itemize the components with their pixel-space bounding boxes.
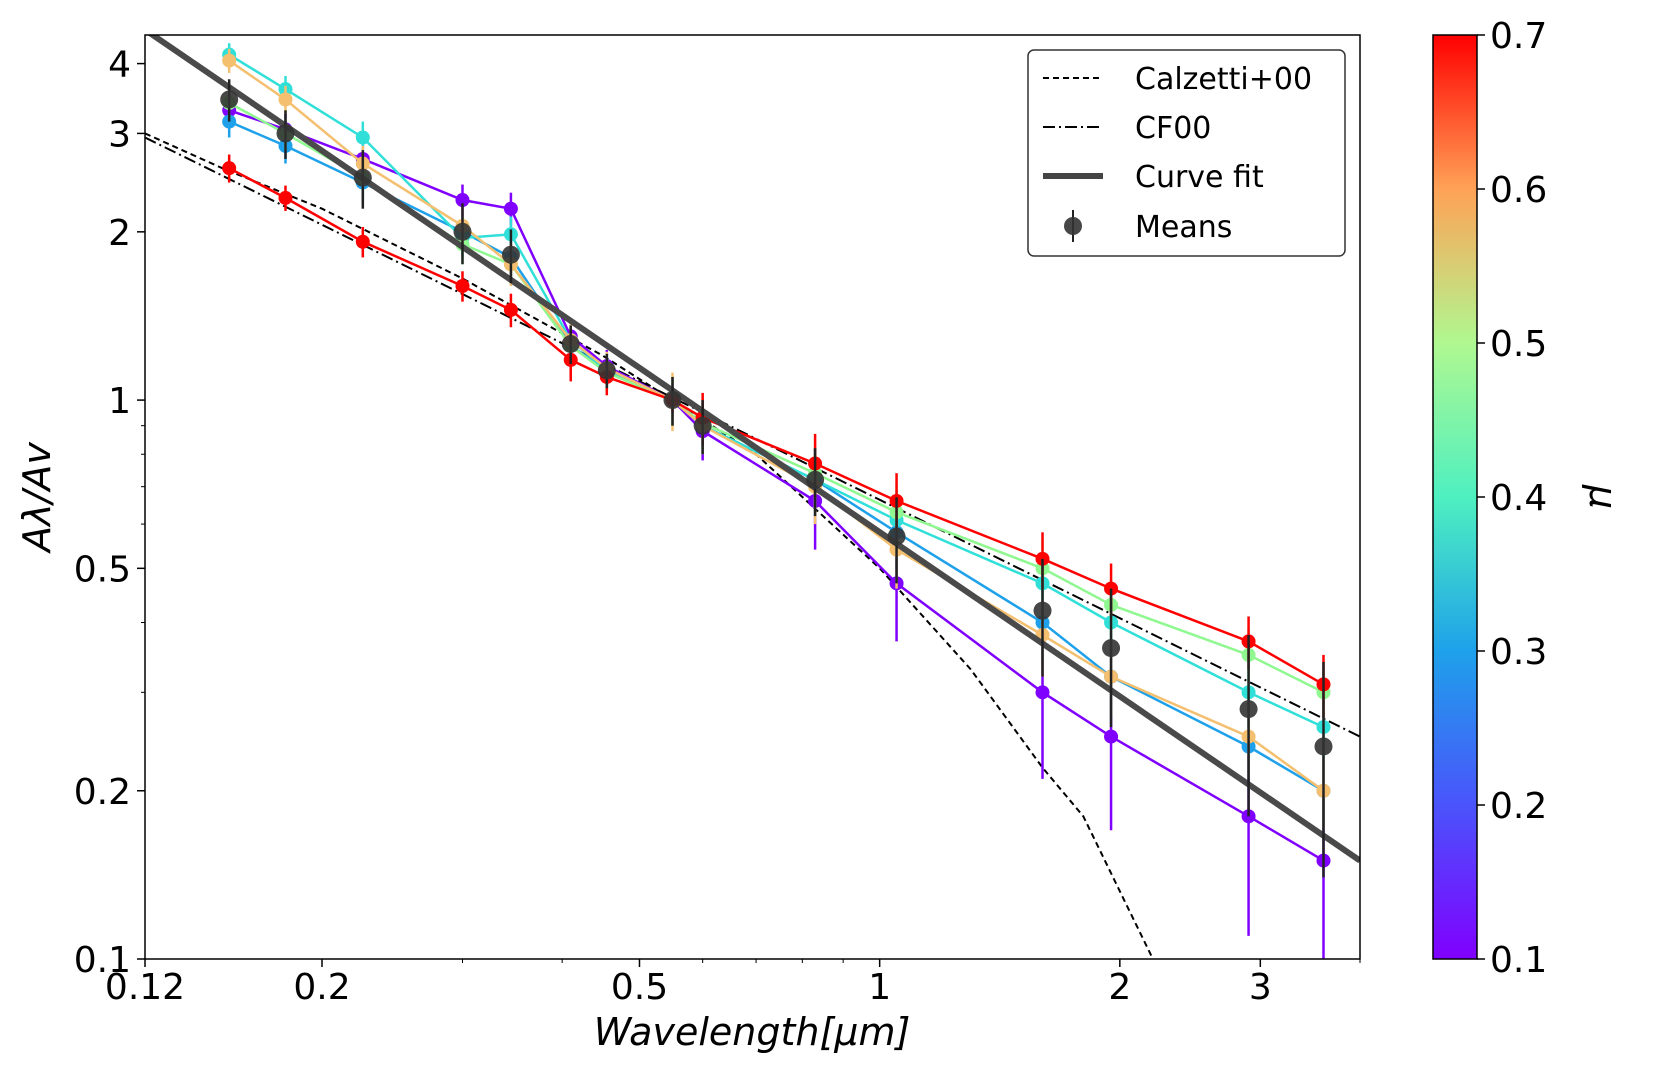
colorbar: 0.1 0.2 0.3 0.4 0.5 0.6 0.7 μ xyxy=(1432,16,1625,981)
means-point xyxy=(501,245,520,264)
point-mu-0.55 xyxy=(278,92,293,107)
y-tick-label: 2 xyxy=(108,213,131,254)
colorbar-gradient xyxy=(1432,34,1478,960)
plot-area xyxy=(145,35,1360,959)
x-axis-title: Wavelength[μm] xyxy=(594,1010,911,1054)
colorbar-tick-label: 0.2 xyxy=(1490,786,1547,827)
x-tick-label: 3 xyxy=(1249,967,1272,1008)
means-point xyxy=(1314,737,1333,756)
x-tick-label: 0.5 xyxy=(611,967,668,1008)
means-point xyxy=(597,361,616,380)
means-point xyxy=(1102,639,1121,658)
y-tick-label: 3 xyxy=(108,114,131,155)
point-mu-0.7 xyxy=(222,161,237,176)
point-mu-0.1 xyxy=(503,201,518,216)
plot-frame xyxy=(144,34,1361,960)
curve-fit-line xyxy=(147,35,1360,864)
point-mu-0.7 xyxy=(455,279,470,294)
point-mu-0.1 xyxy=(1035,685,1050,700)
legend-label-curve-fit: Curve fit xyxy=(1135,160,1264,195)
x-tick-label: 0.2 xyxy=(293,967,350,1008)
means-point xyxy=(276,124,295,143)
point-mu-0.7 xyxy=(503,302,518,317)
colorbar-tick-label: 0.5 xyxy=(1490,324,1547,365)
legend-label-calzetti: Calzetti+00 xyxy=(1135,62,1312,97)
x-tick-label: 2 xyxy=(1108,967,1131,1008)
means-point xyxy=(1033,601,1052,620)
means-series xyxy=(220,79,1333,878)
colorbar-tick-label: 0.6 xyxy=(1490,170,1547,211)
y-tick-label: 0.1 xyxy=(74,940,131,981)
colorbar-title: μ xyxy=(1581,484,1625,509)
colorbar-ticks: 0.1 0.2 0.3 0.4 0.5 0.6 0.7 xyxy=(1477,16,1547,981)
y-tick-label: 0.5 xyxy=(74,549,131,590)
means-point xyxy=(1239,700,1258,719)
colorbar-tick-label: 0.4 xyxy=(1490,478,1547,519)
x-tick-label: 0.12 xyxy=(105,967,185,1008)
y-tick-label: 1 xyxy=(108,381,131,422)
point-mu-0.1 xyxy=(455,193,470,208)
colorbar-tick-label: 0.1 xyxy=(1490,940,1547,981)
point-mu-0.7 xyxy=(355,234,370,249)
y-tick-label: 0.2 xyxy=(74,772,131,813)
legend-label-cf00: CF00 xyxy=(1135,111,1211,146)
legend-label-means: Means xyxy=(1135,210,1232,245)
means-point xyxy=(561,334,580,353)
plot-clip-group xyxy=(145,35,1360,959)
axis-ticks: 0.12 0.2 0.5 1 2 3 0.1 0.2 0.5 1 2 3 4 xyxy=(74,45,1361,1008)
colorbar-tick-label: 0.3 xyxy=(1490,632,1547,673)
means-point xyxy=(220,90,239,109)
point-mu-0.55 xyxy=(222,53,237,68)
legend-swatch-means-marker xyxy=(1064,217,1082,235)
means-point xyxy=(453,222,472,241)
point-mu-0.1 xyxy=(1104,729,1119,744)
calzetti-curve xyxy=(145,132,1154,959)
point-mu-0.32 xyxy=(355,130,370,145)
colorbar-tick-label: 0.7 xyxy=(1490,16,1547,57)
means-point xyxy=(693,416,712,435)
means-point xyxy=(353,168,372,187)
means-point xyxy=(887,527,906,546)
x-tick-label: 1 xyxy=(868,967,891,1008)
legend-box xyxy=(1027,49,1346,257)
y-tick-label: 4 xyxy=(108,45,131,86)
y-axis-title: Aλ/Av xyxy=(15,442,59,555)
point-mu-0.7 xyxy=(278,190,293,205)
means-point xyxy=(806,470,825,489)
legend: Calzetti+00 CF00 Curve fit Means xyxy=(1027,49,1346,257)
means-point xyxy=(663,391,682,410)
